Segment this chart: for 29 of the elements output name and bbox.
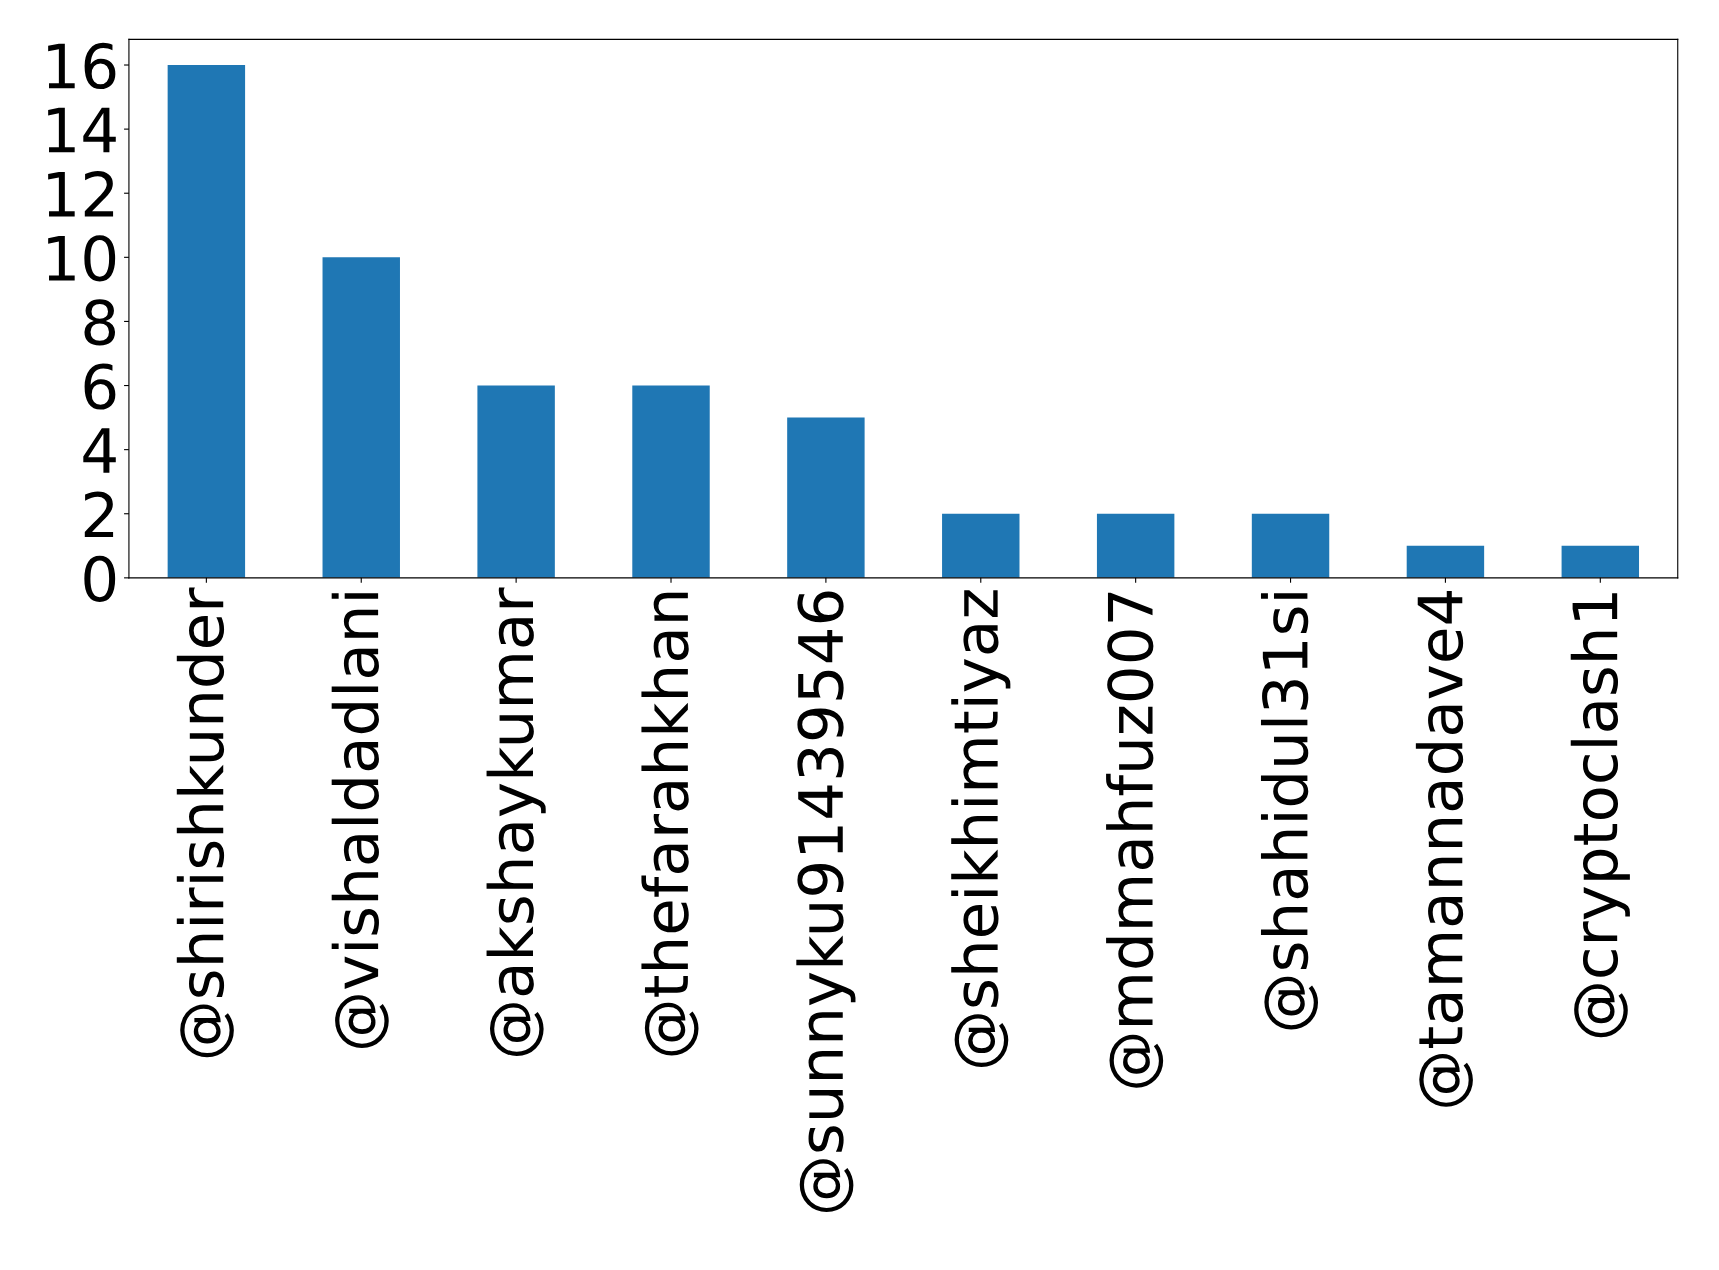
bar [1251, 513, 1330, 578]
x-tick-label: @tamannadave4 [1415, 591, 1473, 1107]
bar [477, 385, 555, 578]
bar [942, 513, 1020, 578]
x-tick-label: @mdmahfuz007 [1106, 592, 1164, 1088]
x-tick-label: @shirishkunder [176, 587, 234, 1058]
x-tick-label: @akshaykumar [486, 587, 546, 1056]
y-tick-label: 8 [84, 299, 116, 346]
y-tick-label: 16 [48, 42, 116, 90]
x-tick-label: @sunnyku91439546 [796, 591, 856, 1213]
x-tick-label: @thefarahkhan [641, 592, 699, 1056]
x-tick-label: @sheikhimtiyaz [951, 590, 1011, 1068]
bar [322, 257, 400, 578]
bar [1096, 513, 1175, 578]
y-tick-label: 0 [84, 555, 116, 602]
x-tick-label: @vishaldadlani [331, 593, 389, 1048]
y-tick-label: 12 [48, 171, 114, 217]
y-tick-label: 2 [84, 491, 114, 537]
bar [632, 385, 710, 578]
x-tick-label: @cryptoclash1 [1570, 593, 1630, 1038]
bar [787, 417, 865, 578]
x-tick-label: @shahidul31si [1260, 593, 1319, 1030]
y-tick-label: 10 [48, 235, 116, 282]
y-tick-label: 6 [84, 363, 116, 410]
bar [167, 65, 246, 578]
y-tick-label: 14 [48, 107, 116, 153]
bar [1561, 545, 1640, 578]
bar [1406, 545, 1485, 578]
y-tick-label: 4 [83, 428, 116, 473]
